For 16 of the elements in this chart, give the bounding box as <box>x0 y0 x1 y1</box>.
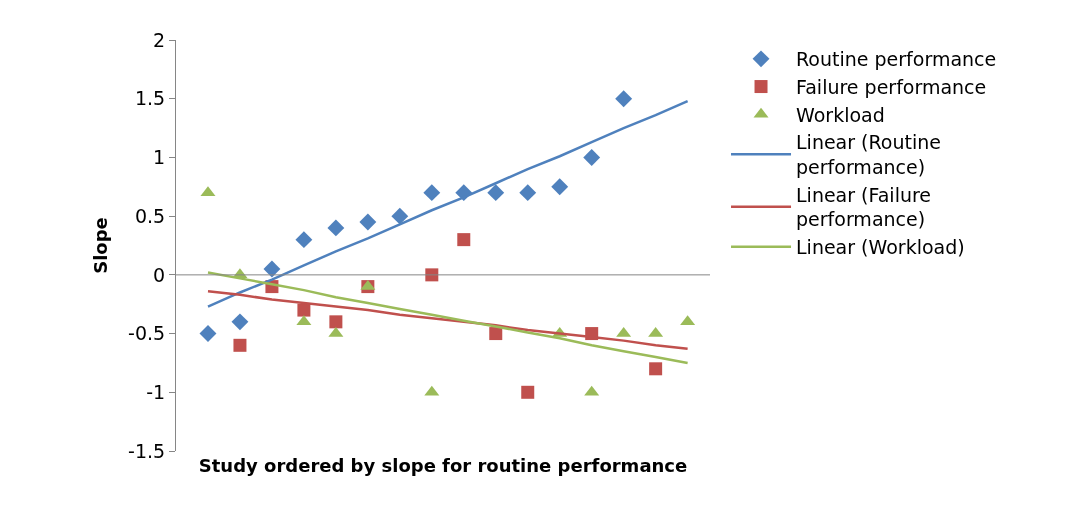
y-tick-label: 0 <box>153 263 166 286</box>
y-tick-label: 1.5 <box>134 87 166 110</box>
legend-label: Linear (Workload) <box>796 236 965 259</box>
legend-label: Linear (Failure performance) <box>796 183 932 231</box>
y-tick-label: -0.5 <box>128 322 166 345</box>
y-tick-label: -1.5 <box>128 439 166 462</box>
y-tick-label: 0.5 <box>134 204 166 227</box>
legend-label: Workload <box>796 103 885 126</box>
y-tick-label: 1 <box>153 146 166 169</box>
legend-label: Routine performance <box>796 48 997 71</box>
legend-label: Linear (Routine performance) <box>796 131 941 179</box>
legend-label: Failure performance <box>796 75 987 98</box>
y-axis-title: Slope <box>90 217 112 274</box>
y-tick-label: -1 <box>146 380 166 403</box>
y-tick-label: 2 <box>153 28 166 51</box>
x-axis-title: Study ordered by slope for routine performance <box>198 455 688 477</box>
